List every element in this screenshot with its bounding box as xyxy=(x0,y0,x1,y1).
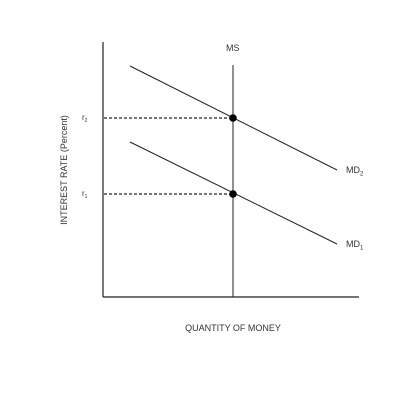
equilibrium-point-1 xyxy=(229,190,237,198)
rate-2-label: r2 xyxy=(82,113,88,124)
rate-1-label-sub: 1 xyxy=(85,194,88,200)
rate-1-label-letter: r xyxy=(82,189,85,198)
money-demand-2-label-base: MD xyxy=(346,165,360,175)
x-axis-label: QUANTITY OF MONEY xyxy=(185,323,281,333)
money-demand-1-label-base: MD xyxy=(346,239,360,249)
money-demand-2-label-sub: 2 xyxy=(360,172,364,178)
rate-2-label-letter: r xyxy=(82,113,85,122)
money-demand-1-label: MD1 xyxy=(346,239,364,252)
y-axis-label: INTEREST RATE (Percent) xyxy=(59,115,69,225)
money-demand-1-label-sub: 1 xyxy=(360,246,364,252)
money-demand-2-label: MD2 xyxy=(346,165,364,178)
money-supply-label: MS xyxy=(226,43,240,53)
equilibrium-point-2 xyxy=(229,114,237,122)
rate-1-label: r1 xyxy=(82,189,88,200)
rate-2-label-sub: 2 xyxy=(85,118,88,124)
